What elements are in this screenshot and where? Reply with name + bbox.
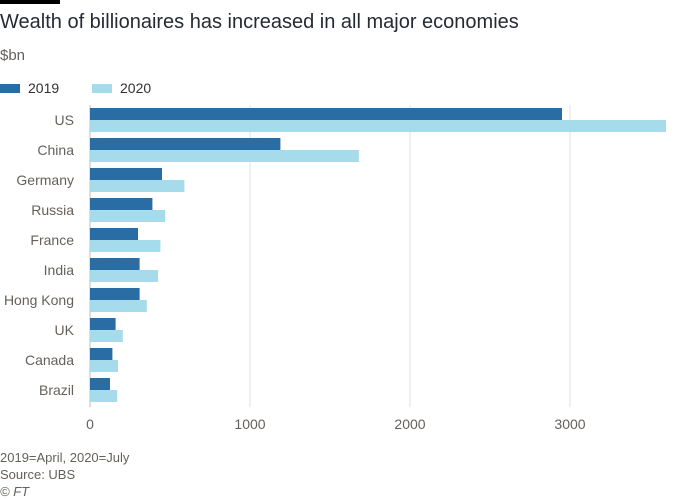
- x-tick-label: 3000: [554, 416, 585, 432]
- bar-2020-china: [90, 150, 359, 162]
- category-label: Germany: [16, 172, 74, 188]
- category-label: US: [55, 112, 74, 128]
- bar-2019-france: [90, 228, 138, 240]
- bar-chart: 0 1000 2000 3000 US China Germany Russia France I…: [4, 105, 666, 432]
- category-label: UK: [55, 322, 75, 338]
- brand-rule: [0, 0, 60, 4]
- credit: © FT: [0, 484, 30, 499]
- category-label: Hong Kong: [4, 292, 74, 308]
- unit-label: $bn: [0, 47, 26, 64]
- bar-2019-india: [90, 258, 140, 270]
- legend-item-2020: 2020: [92, 80, 151, 96]
- bar-2020-us: [90, 120, 666, 132]
- bar-2020-uk: [90, 330, 123, 342]
- bar-2020-brazil: [90, 390, 118, 402]
- x-tick-label: 0: [86, 416, 94, 432]
- legend-swatch-2020: [92, 83, 112, 93]
- bar-2020-hong-kong: [90, 300, 147, 312]
- category-label: Canada: [25, 352, 74, 368]
- bar-2020-india: [90, 270, 158, 282]
- category-label: France: [30, 232, 74, 248]
- bar-2020-france: [90, 240, 161, 252]
- chart-title: Wealth of billionaires has increased in …: [0, 11, 519, 33]
- source-note: Source: UBS: [0, 467, 76, 482]
- bar-2019-us: [90, 108, 562, 120]
- legend-label-2019: 2019: [28, 80, 60, 96]
- bar-2019-hong-kong: [90, 288, 140, 300]
- bar-2019-germany: [90, 168, 162, 180]
- bar-2019-china: [90, 138, 281, 150]
- legend-swatch-2019: [0, 83, 20, 93]
- category-label: Brazil: [39, 382, 74, 398]
- bar-2019-russia: [90, 198, 153, 210]
- x-tick-label: 1000: [234, 416, 265, 432]
- legend-item-2019: 2019: [0, 80, 59, 96]
- bar-2019-brazil: [90, 378, 110, 390]
- bar-2020-canada: [90, 360, 118, 372]
- bar-2019-canada: [90, 348, 113, 360]
- legend-label-2020: 2020: [120, 80, 152, 96]
- x-tick-label: 2000: [394, 416, 425, 432]
- footnote: 2019=April, 2020=July: [0, 450, 130, 465]
- category-label: China: [37, 142, 74, 158]
- bar-2019-uk: [90, 318, 116, 330]
- category-label: Russia: [31, 202, 74, 218]
- category-label: India: [44, 262, 75, 278]
- bar-2020-germany: [90, 180, 185, 192]
- bar-2020-russia: [90, 210, 166, 222]
